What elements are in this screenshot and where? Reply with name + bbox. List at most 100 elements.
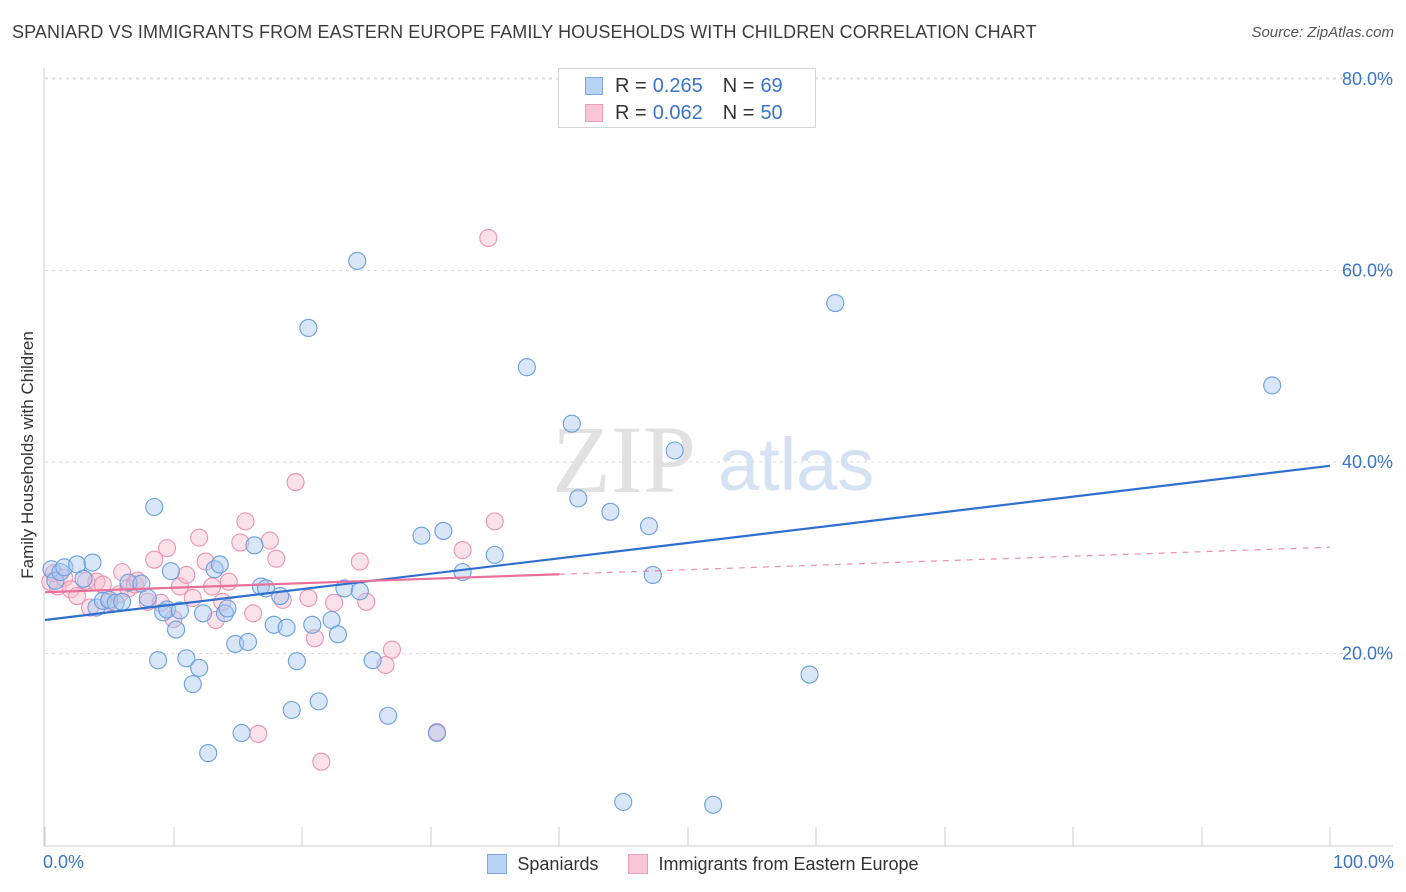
data-point bbox=[379, 706, 398, 725]
data-point bbox=[601, 502, 620, 521]
series-immigrants-points bbox=[41, 228, 504, 771]
data-point bbox=[46, 571, 65, 590]
legend-item-immigrants: Immigrants from Eastern Europe bbox=[628, 853, 919, 875]
data-point bbox=[434, 521, 453, 540]
data-point bbox=[219, 572, 238, 591]
data-point bbox=[177, 565, 196, 585]
data-point bbox=[800, 665, 819, 684]
series-legend: Spaniards Immigrants from Eastern Europe bbox=[0, 852, 1406, 876]
data-point bbox=[238, 632, 258, 652]
data-point bbox=[119, 573, 138, 592]
trend-lines bbox=[44, 464, 1331, 622]
data-point bbox=[350, 552, 369, 571]
data-point bbox=[282, 700, 301, 720]
legend-item-spaniards: Spaniards bbox=[487, 854, 598, 875]
data-point bbox=[231, 533, 250, 552]
data-point bbox=[93, 575, 112, 594]
data-point bbox=[215, 604, 234, 623]
data-point bbox=[277, 618, 296, 637]
data-point bbox=[305, 629, 324, 648]
data-point bbox=[177, 649, 196, 668]
data-point bbox=[74, 569, 93, 588]
data-point bbox=[569, 489, 588, 508]
data-point bbox=[113, 563, 132, 582]
data-point bbox=[145, 550, 164, 569]
source-credit: Source: ZipAtlas.com bbox=[1251, 24, 1394, 41]
data-point bbox=[245, 536, 264, 555]
data-point bbox=[232, 723, 251, 743]
data-point bbox=[639, 517, 659, 536]
data-point bbox=[453, 541, 472, 560]
watermark-atlas: atlas bbox=[718, 423, 874, 506]
y-tick-label: 80.0% bbox=[1342, 69, 1393, 89]
data-point bbox=[309, 692, 328, 711]
stats-legend-row-immigrants: R = 0.062 N = 50 bbox=[585, 101, 783, 125]
r-key: R = bbox=[615, 101, 647, 124]
data-point bbox=[299, 318, 318, 338]
data-point bbox=[236, 512, 255, 531]
r-value: 0.265 bbox=[652, 74, 703, 97]
data-point bbox=[83, 553, 102, 572]
legend-label-immigrants: Immigrants from Eastern Europe bbox=[658, 853, 919, 874]
series-spaniards-points bbox=[42, 251, 1282, 814]
legend-swatch-blue bbox=[487, 854, 508, 874]
data-point bbox=[363, 651, 382, 670]
data-point bbox=[149, 651, 168, 670]
trend-line-spaniards bbox=[44, 464, 1331, 622]
n-key: N = bbox=[722, 74, 755, 97]
data-point bbox=[312, 752, 331, 771]
data-point bbox=[357, 592, 376, 611]
y-axis-label: Family Households with Children bbox=[18, 331, 37, 579]
data-point bbox=[485, 545, 504, 564]
data-point bbox=[161, 562, 180, 581]
data-point bbox=[328, 625, 348, 644]
data-point bbox=[562, 414, 581, 433]
data-point bbox=[303, 615, 322, 634]
data-point bbox=[170, 601, 189, 620]
data-point bbox=[190, 528, 209, 547]
data-point bbox=[199, 744, 218, 763]
data-point bbox=[479, 228, 498, 247]
y-tick-label: 60.0% bbox=[1342, 261, 1393, 281]
legend-swatch-pink bbox=[585, 104, 603, 122]
legend-swatch-pink bbox=[628, 854, 649, 874]
r-value: 0.062 bbox=[652, 101, 703, 124]
data-point bbox=[286, 473, 305, 492]
data-point bbox=[427, 723, 446, 743]
data-point bbox=[643, 565, 662, 585]
chart-title: SPANIARD VS IMMIGRANTS FROM EASTERN EURO… bbox=[12, 22, 1037, 42]
data-point bbox=[299, 588, 318, 608]
data-point bbox=[218, 599, 237, 618]
data-point bbox=[485, 512, 504, 531]
data-point bbox=[190, 658, 209, 677]
data-point bbox=[138, 588, 157, 608]
legend-label-spaniards: Spaniards bbox=[517, 853, 599, 874]
data-point bbox=[244, 604, 263, 623]
y-tick-label: 20.0% bbox=[1342, 644, 1393, 664]
data-point bbox=[249, 724, 268, 743]
data-point bbox=[665, 441, 684, 460]
data-point bbox=[61, 580, 80, 599]
data-point bbox=[348, 251, 367, 270]
data-point bbox=[704, 795, 723, 814]
data-point bbox=[350, 582, 369, 601]
y-tick-label: 40.0% bbox=[1342, 452, 1393, 472]
r-key: R = bbox=[615, 74, 647, 97]
data-point bbox=[1263, 376, 1282, 395]
data-point bbox=[158, 539, 177, 558]
n-value: 50 bbox=[760, 101, 783, 124]
n-value: 69 bbox=[760, 74, 783, 97]
trend-line-immigrants-extrapolated bbox=[558, 546, 1331, 575]
data-point bbox=[183, 675, 202, 694]
y-tick-labels: 80.0% 60.0% 40.0% 20.0% bbox=[1342, 69, 1393, 664]
watermark-zip: ZIP bbox=[552, 406, 696, 513]
watermark: ZIP atlas bbox=[552, 406, 874, 513]
data-point bbox=[517, 358, 536, 377]
data-point bbox=[826, 294, 845, 313]
data-point bbox=[412, 526, 431, 545]
data-point bbox=[325, 593, 344, 612]
legend-swatch-blue bbox=[585, 77, 603, 95]
gridlines bbox=[45, 77, 1393, 654]
data-point bbox=[382, 640, 402, 659]
